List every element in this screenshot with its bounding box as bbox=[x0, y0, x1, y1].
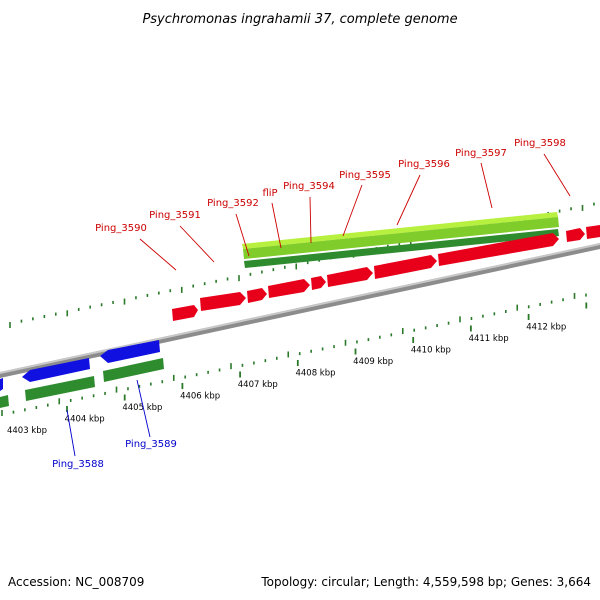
scale-label: 4409 kbp bbox=[353, 357, 393, 367]
scale-label: 4408 kbp bbox=[295, 369, 335, 379]
scale-label: 4410 kbp bbox=[411, 346, 451, 356]
gene-label-forward: Ping_3596 bbox=[398, 159, 450, 170]
gene-label-leader bbox=[396, 174, 421, 226]
scale-label: 4403 kbp bbox=[7, 426, 47, 436]
rev-gene-bar-mid bbox=[25, 376, 95, 401]
map-title: Psychromonas ingrahamii 37, complete gen… bbox=[142, 12, 457, 27]
accession-text: Accession: NC_008709 bbox=[8, 575, 144, 589]
gene-label-leader bbox=[480, 162, 493, 209]
cds-ping-3594 bbox=[311, 276, 326, 290]
scale-label: 4405 kbp bbox=[122, 403, 162, 413]
gene-label-forward: Ping_3595 bbox=[339, 170, 391, 181]
cds-ping-3588 bbox=[22, 358, 90, 382]
cds-next bbox=[586, 225, 600, 239]
gene-label-forward: Ping_3597 bbox=[455, 148, 507, 159]
gene-label-leader bbox=[66, 409, 76, 457]
gene-label-reverse: Ping_3588 bbox=[52, 459, 104, 470]
fwd-cds-track bbox=[244, 229, 559, 268]
cds-ping-3598 bbox=[566, 228, 585, 242]
scale-major-ticks bbox=[66, 302, 588, 412]
forward-cds-track bbox=[172, 225, 600, 321]
gene-label-leader bbox=[235, 213, 250, 257]
cds-ping-3592 bbox=[247, 288, 267, 303]
gene-label-forward: fliP bbox=[262, 188, 277, 199]
inner-minor-ticks bbox=[1, 292, 587, 416]
genome-backbone-highlight bbox=[0, 243, 600, 374]
scale-label: 4406 kbp bbox=[180, 392, 220, 402]
fwd-gene-track bbox=[242, 212, 559, 259]
gene-label-leader bbox=[309, 196, 312, 244]
rev-gene-track bbox=[0, 358, 164, 408]
gene-label-leader bbox=[271, 202, 282, 249]
cds-ping-3595 bbox=[327, 267, 373, 287]
scale-label: 4412 kbp bbox=[526, 323, 566, 333]
cds-ping-3590 bbox=[172, 305, 198, 321]
gene-label-reverse: Ping_3589 bbox=[125, 439, 177, 450]
gene-label-forward: Ping_3592 bbox=[207, 198, 259, 209]
rev-gene-bar-left bbox=[0, 395, 9, 408]
fwd-gene-bar-dark bbox=[244, 229, 559, 268]
gene-label-forward: Ping_3590 bbox=[95, 223, 147, 234]
cds-ping-3597 bbox=[438, 233, 559, 266]
cds-ping-3591 bbox=[200, 292, 246, 311]
fwd-gene-bar-shade bbox=[243, 217, 559, 259]
gene-label-leader bbox=[543, 153, 571, 197]
rev-gene-bar-right bbox=[103, 358, 164, 382]
cds-ping-3596 bbox=[374, 255, 437, 279]
gene-label-forward: Ping_3598 bbox=[514, 138, 566, 149]
gene-label-leader bbox=[136, 379, 151, 438]
cds-ping-3587 bbox=[0, 378, 3, 391]
gene-label-leader bbox=[179, 225, 215, 263]
scale-label: 4411 kbp bbox=[469, 334, 509, 344]
reverse-cds-track bbox=[0, 340, 160, 391]
scale-label: 4404 kbp bbox=[65, 415, 105, 425]
cds-ping-3589 bbox=[100, 340, 160, 363]
scale-labels: 4403 kbp 4404 kbp 4405 kbp 4406 kbp 4407 kbp… bbox=[7, 323, 566, 437]
scale-label: 4407 kbp bbox=[238, 380, 278, 390]
gene-label-forward: Ping_3594 bbox=[283, 181, 335, 192]
gene-label-leader bbox=[139, 238, 177, 271]
gene-label-leader bbox=[342, 184, 363, 237]
fwd-gene-bar bbox=[242, 212, 558, 249]
gene-label-forward: Ping_3591 bbox=[149, 210, 201, 221]
topology-text: Topology: circular; Length: 4,559,598 bp… bbox=[260, 575, 591, 589]
cds-flip bbox=[268, 279, 310, 298]
gene-label-leaders bbox=[66, 153, 571, 457]
